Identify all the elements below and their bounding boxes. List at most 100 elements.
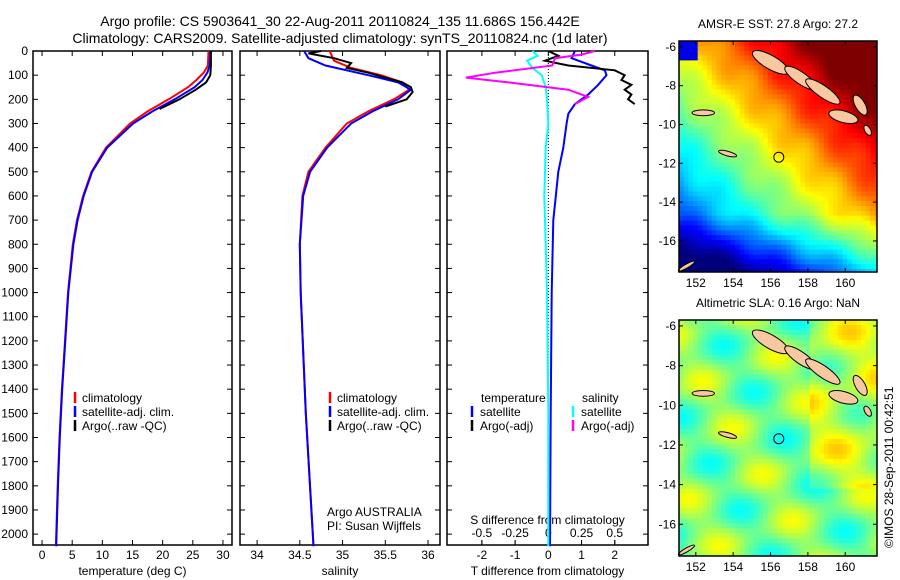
map-cell <box>749 439 755 445</box>
map-cell <box>730 128 736 134</box>
map-cell <box>809 167 816 173</box>
map-cell <box>683 162 689 168</box>
map-cell <box>688 89 694 95</box>
map-cell <box>809 240 816 246</box>
map-cell <box>809 463 816 470</box>
map-cell <box>786 320 792 326</box>
map-cell <box>842 259 848 265</box>
map-cell <box>744 186 750 193</box>
map-cell <box>763 172 769 178</box>
map-cell <box>702 394 708 400</box>
map-cell <box>870 344 876 351</box>
map-cell <box>725 503 731 509</box>
map-cell <box>688 513 694 519</box>
map-cell <box>833 201 839 207</box>
map-cell <box>725 359 731 366</box>
map-cell <box>861 254 867 260</box>
map-cell <box>856 138 862 144</box>
map-cell <box>861 210 867 217</box>
map-cell <box>749 157 755 163</box>
map-cell <box>772 379 778 386</box>
map-cell <box>875 523 877 529</box>
map-cell <box>749 206 755 212</box>
map-cell <box>697 176 703 183</box>
map-cell <box>870 325 876 331</box>
map-cell <box>735 409 741 415</box>
map-cell <box>865 108 872 115</box>
map-cell <box>828 473 834 480</box>
map-cell <box>707 157 713 163</box>
map-cell <box>763 419 769 425</box>
map-cell <box>851 55 858 62</box>
map-cell <box>735 167 741 173</box>
map-cell <box>721 548 727 554</box>
map-cell <box>870 176 876 183</box>
map-cell <box>711 394 717 400</box>
map-cell <box>721 176 727 183</box>
map-cell <box>786 94 792 100</box>
map-cell <box>679 235 685 241</box>
map-cell <box>805 325 811 331</box>
map-cell <box>823 354 830 361</box>
map-cell <box>735 518 741 524</box>
map-cell <box>814 443 820 450</box>
map-cell <box>800 488 806 495</box>
map-cell <box>861 240 867 246</box>
map-cell <box>823 240 830 246</box>
map-cell <box>730 104 736 110</box>
map-cell <box>823 548 830 554</box>
map-cell <box>679 230 685 236</box>
map-cell <box>828 60 834 66</box>
legend-label: satellite <box>581 405 622 419</box>
map-cell <box>749 349 755 356</box>
map-cell <box>702 172 708 178</box>
map-cell <box>795 543 801 549</box>
map-cell <box>739 230 745 236</box>
map-cell <box>679 75 685 81</box>
map-cell <box>800 329 806 336</box>
map-cell <box>819 553 825 556</box>
map-cell <box>809 483 816 490</box>
map-cell <box>683 404 689 410</box>
map-cell <box>847 538 853 544</box>
map-cell <box>814 191 820 197</box>
map-cell <box>823 359 830 366</box>
map-cell <box>683 172 689 178</box>
map-cell <box>814 513 820 519</box>
map-cell <box>781 384 787 391</box>
map-cell <box>725 364 731 371</box>
map-cell <box>851 142 858 149</box>
map-cell <box>875 404 877 410</box>
map-cell <box>693 478 699 485</box>
map-cell <box>777 147 783 154</box>
map-cell <box>679 113 685 120</box>
map-cell <box>828 70 834 76</box>
map-cell <box>772 244 778 251</box>
map-cell <box>725 210 731 217</box>
map-cell <box>721 75 727 81</box>
map-cell <box>814 50 820 57</box>
map-cell <box>842 384 848 391</box>
map-cell <box>730 354 736 361</box>
map-cell <box>781 99 787 105</box>
map-cell <box>814 147 820 154</box>
map-cell <box>702 419 708 425</box>
map-cell <box>847 41 853 47</box>
map-cell <box>828 176 834 183</box>
map-cell <box>730 176 736 183</box>
map-cell <box>697 434 703 440</box>
map-cell <box>842 548 848 554</box>
map-cell <box>730 543 736 549</box>
map-cell <box>683 414 689 420</box>
map-cell <box>842 379 848 386</box>
map-cell <box>809 70 816 76</box>
island-landmass <box>691 109 716 117</box>
map-cell <box>772 523 778 529</box>
map-cell <box>758 538 764 544</box>
map-cell <box>725 389 731 395</box>
map-cell <box>688 414 694 420</box>
map-cell <box>716 123 722 129</box>
map-cell <box>805 176 811 183</box>
map-cell <box>791 55 797 62</box>
map-cell <box>711 55 717 62</box>
